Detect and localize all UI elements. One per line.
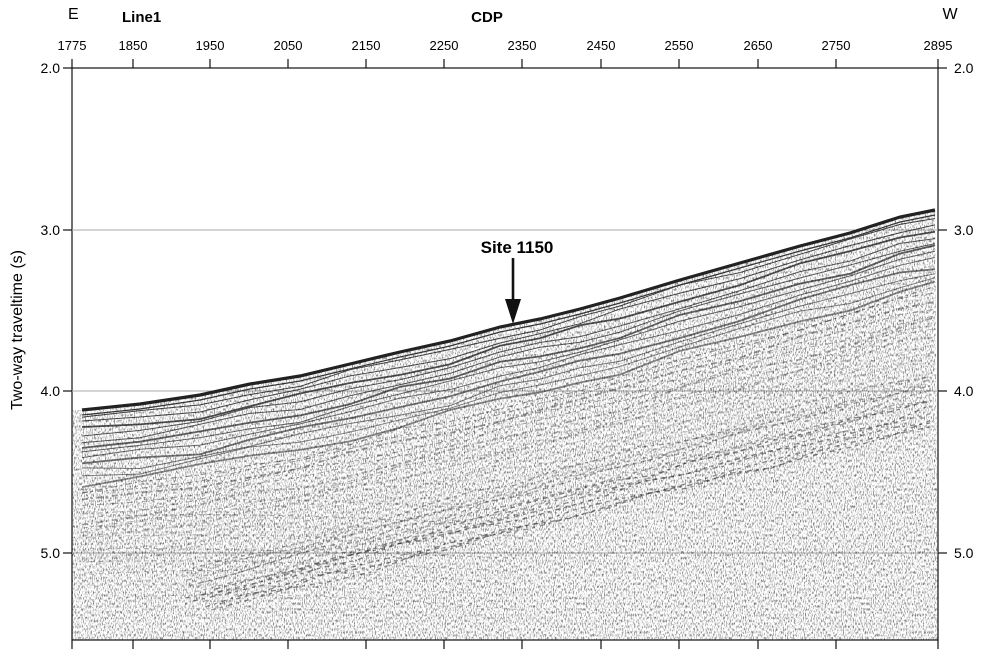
- deep-reflector-line: [205, 419, 931, 608]
- deep-reflector-line: [215, 399, 931, 590]
- time-tick-label-right: 2.0: [954, 60, 974, 76]
- reflector-line: [81, 244, 936, 449]
- deep-reflector-line: [194, 400, 931, 593]
- reflector-line: [81, 280, 936, 489]
- time-axis-title: Two-way traveltime (s): [9, 250, 26, 410]
- deep-reflector-line: [210, 426, 931, 611]
- reflector-line: [81, 238, 936, 437]
- chaotic-reflector-line: [89, 560, 521, 573]
- chaotic-reflector-line: [89, 569, 521, 585]
- cdp-tick-label: 2250: [430, 38, 459, 53]
- cdp-tick-label: 2895: [924, 38, 953, 53]
- deep-reflector-line: [184, 413, 931, 599]
- chaotic-reflector-line: [89, 594, 521, 611]
- seismic-deep-reflectors: [89, 375, 931, 624]
- cdp-tick-label: 2550: [665, 38, 694, 53]
- time-tick-label-left: 5.0: [41, 545, 61, 561]
- reflector-line: [81, 230, 936, 428]
- chaotic-reflector-line: [89, 607, 521, 624]
- site-arrow-head: [505, 299, 521, 324]
- reflector-line: [81, 243, 936, 444]
- deep-reflector-line: [183, 376, 931, 572]
- reflector-line: [81, 217, 936, 418]
- deep-reflector-line: [219, 422, 931, 605]
- cdp-tick-label: 2350: [508, 38, 537, 53]
- chaotic-reflector-line: [89, 547, 521, 559]
- cdp-axis-bottom: [71, 640, 939, 649]
- cdp-tick-label: 1950: [196, 38, 225, 53]
- time-tick-label-right: 5.0: [954, 545, 974, 561]
- deep-reflector-line: [199, 385, 931, 584]
- cdp-tick-label: 2450: [587, 38, 616, 53]
- left-direction-label: E: [68, 6, 79, 23]
- deep-reflector-line: [182, 381, 931, 578]
- cdp-tick-label: 1850: [119, 38, 148, 53]
- chaotic-reflector-line: [89, 498, 521, 512]
- seafloor-reflector: [81, 208, 936, 412]
- line-label: Line1: [122, 9, 161, 26]
- cdp-tick-label: 2150: [352, 38, 381, 53]
- deep-reflector-line: [188, 389, 931, 587]
- site-label: Site 1150: [481, 238, 554, 257]
- time-tick-label-left: 4.0: [41, 383, 61, 399]
- chaotic-reflector-line: [89, 584, 521, 596]
- right-direction-label: W: [942, 6, 958, 23]
- chaotic-reflector-line: [89, 514, 521, 528]
- time-tick-label-left: 2.0: [41, 60, 61, 76]
- time-axis: 2.0 3.0 4.0 5.0 2.0 3.0 4.0 5.0: [41, 60, 974, 561]
- cdp-tick-label: 2750: [822, 38, 851, 53]
- cdp-tick-label: 1775: [58, 38, 87, 53]
- reflector-line: [81, 273, 936, 469]
- seafloor-reflector-secondary: [81, 214, 936, 416]
- deep-reflector-line: [186, 378, 931, 581]
- cdp-tick-label: 2650: [744, 38, 773, 53]
- time-tick-label-right: 4.0: [954, 383, 974, 399]
- reflector-line: [81, 224, 936, 422]
- seismic-reflectors: [81, 217, 936, 575]
- seismic-noise-fill: [72, 210, 938, 640]
- reflector-line: [81, 256, 936, 459]
- time-tick-label-left: 3.0: [41, 222, 61, 238]
- chaotic-reflector-line: [89, 534, 521, 548]
- reflector-line: [81, 250, 936, 453]
- cdp-axis-title: CDP: [471, 9, 503, 26]
- cdp-axis: 1775 1850 1950 2050 2150 2250 2350 2450 2550 2650…: [58, 38, 953, 68]
- reflector-line: [81, 268, 936, 465]
- reflector-line: [81, 277, 936, 477]
- seismic-section: [72, 208, 938, 640]
- cdp-tick-label: 2050: [274, 38, 303, 53]
- chaotic-reflector-line: [89, 525, 521, 537]
- deep-reflector-line: [200, 401, 931, 596]
- time-tick-label-right: 3.0: [954, 222, 974, 238]
